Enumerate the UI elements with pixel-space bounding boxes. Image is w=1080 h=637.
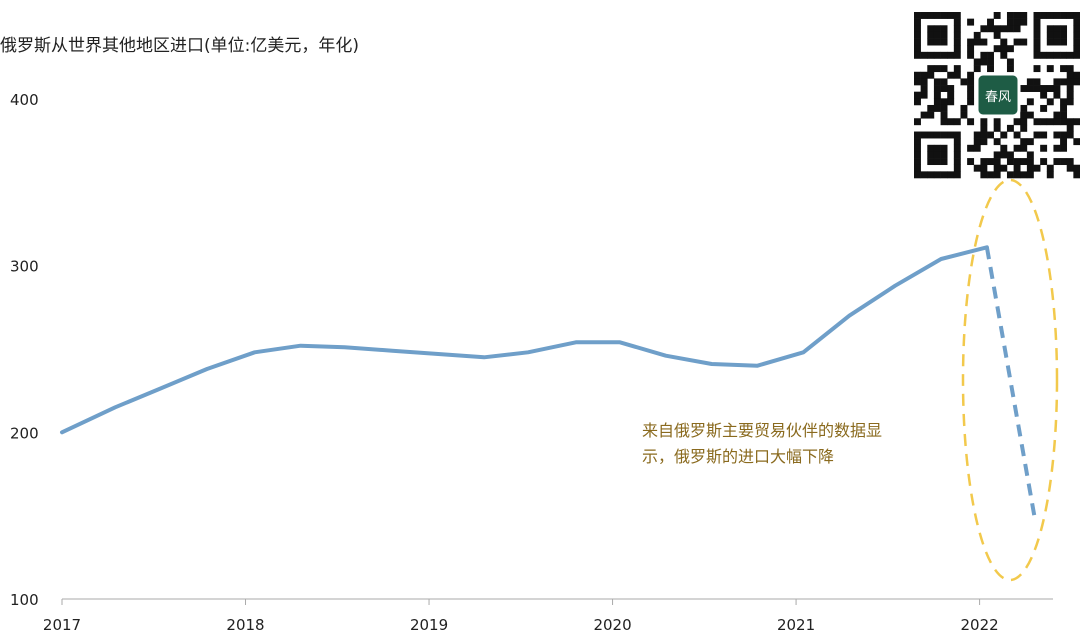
logo-text: 春风 — [985, 90, 1011, 105]
y-tick-label: 400 — [10, 91, 39, 109]
y-tick-label: 300 — [10, 258, 39, 276]
series-layer — [60, 245, 1037, 518]
x-tick-label: 2017 — [43, 616, 81, 634]
x-tick-label: 2019 — [410, 616, 448, 634]
y-tick-label: 100 — [10, 591, 39, 609]
x-tick-label: 2022 — [960, 616, 998, 634]
y-tick-label: 200 — [10, 424, 39, 442]
x-tick-label: 2021 — [777, 616, 815, 634]
highlight-ellipse — [961, 178, 1059, 582]
y-axis: 100 200 300 400 — [10, 91, 39, 609]
x-tick-label: 2020 — [593, 616, 631, 634]
annotation-line-1: 来自俄罗斯主要贸易伙伴的数据显 — [642, 421, 882, 440]
x-axis: 2017 2018 2019 2020 2021 2022 — [43, 599, 999, 634]
annotation-line-2: 示，俄罗斯的进口大幅下降 — [642, 447, 834, 466]
qr-code-icon: 春风 — [914, 12, 1080, 179]
chart-title: 俄罗斯从世界其他地区进口(单位:亿美元，年化) — [0, 36, 359, 56]
logo-icon — [975, 72, 1021, 118]
x-tick-label: 2018 — [226, 616, 264, 634]
series-line-dashed — [984, 246, 1037, 518]
series-line-solid — [60, 245, 989, 435]
annotation-text: 来自俄罗斯主要贸易伙伴的数据显 示，俄罗斯的进口大幅下降 — [642, 421, 887, 466]
